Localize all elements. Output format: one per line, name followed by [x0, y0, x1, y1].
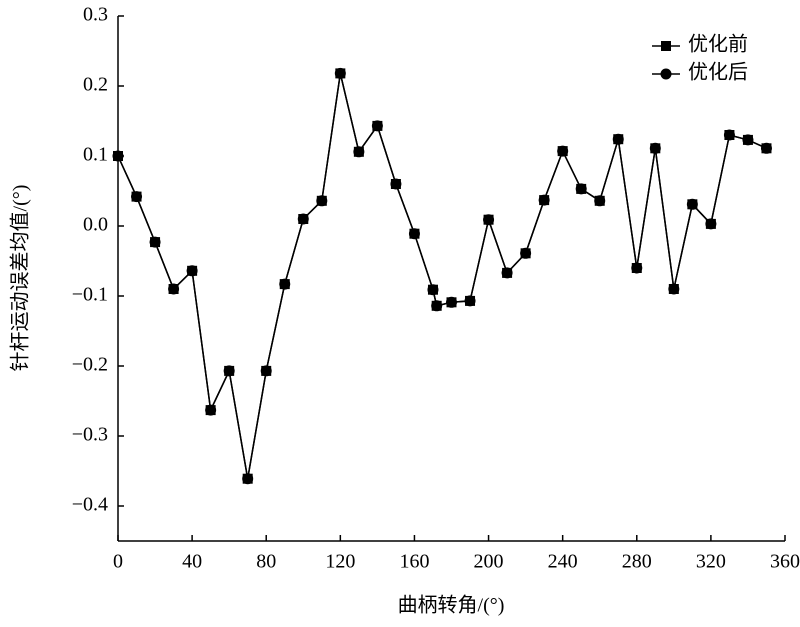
- marker: [427, 284, 439, 296]
- marker: [649, 142, 661, 154]
- y-axis-label: 针杆运动误差均值/(°): [9, 185, 32, 372]
- marker: [149, 236, 161, 248]
- y-tick-label: −0.4: [72, 494, 108, 516]
- legend-marker: [661, 41, 671, 51]
- marker: [668, 283, 680, 295]
- marker: [723, 129, 735, 141]
- marker: [408, 228, 420, 240]
- marker: [371, 120, 383, 132]
- marker: [538, 194, 550, 206]
- x-tick-label: 40: [182, 551, 202, 573]
- x-tick-label: 200: [474, 551, 504, 573]
- x-tick-label: 320: [696, 551, 726, 573]
- y-tick-label: −0.3: [72, 424, 108, 446]
- x-axis-label: 曲柄转角/(°): [398, 594, 505, 617]
- marker: [520, 247, 532, 259]
- y-tick-label: −0.2: [72, 354, 108, 376]
- marker: [631, 262, 643, 274]
- y-tick-label: 0.1: [83, 144, 108, 166]
- legend-marker: [660, 68, 672, 80]
- legend-label: 优化前: [688, 33, 748, 56]
- x-tick-label: 80: [256, 551, 276, 573]
- marker: [760, 142, 772, 154]
- marker: [594, 195, 606, 207]
- y-tick-label: 0.3: [83, 4, 108, 26]
- marker: [464, 295, 476, 307]
- marker: [242, 473, 254, 485]
- marker: [390, 178, 402, 190]
- marker: [131, 191, 143, 203]
- series-line: [117, 73, 767, 479]
- x-tick-label: 120: [325, 551, 355, 573]
- x-tick-label: 0: [113, 551, 123, 573]
- marker: [353, 146, 365, 158]
- marker: [223, 365, 235, 377]
- marker: [575, 183, 587, 195]
- y-tick-label: 0.0: [83, 214, 108, 236]
- marker: [260, 365, 272, 377]
- marker: [205, 404, 217, 416]
- series-line: [117, 73, 767, 479]
- x-tick-label: 280: [622, 551, 652, 573]
- marker: [612, 133, 624, 145]
- marker: [705, 218, 717, 230]
- marker: [686, 198, 698, 210]
- marker: [186, 265, 198, 277]
- marker: [112, 150, 124, 162]
- marker: [297, 213, 309, 225]
- x-tick-label: 240: [548, 551, 578, 573]
- marker: [501, 267, 513, 279]
- x-tick-label: 360: [770, 551, 800, 573]
- marker: [483, 214, 495, 226]
- marker: [316, 195, 328, 207]
- x-tick-label: 160: [399, 551, 429, 573]
- y-tick-label: −0.1: [72, 284, 108, 306]
- y-tick-label: 0.2: [83, 74, 108, 96]
- legend-label: 优化后: [688, 61, 748, 84]
- marker: [742, 134, 754, 146]
- marker: [168, 283, 180, 295]
- marker: [557, 145, 569, 157]
- marker: [334, 67, 346, 79]
- marker: [431, 300, 443, 312]
- marker: [279, 278, 291, 290]
- marker: [446, 296, 457, 308]
